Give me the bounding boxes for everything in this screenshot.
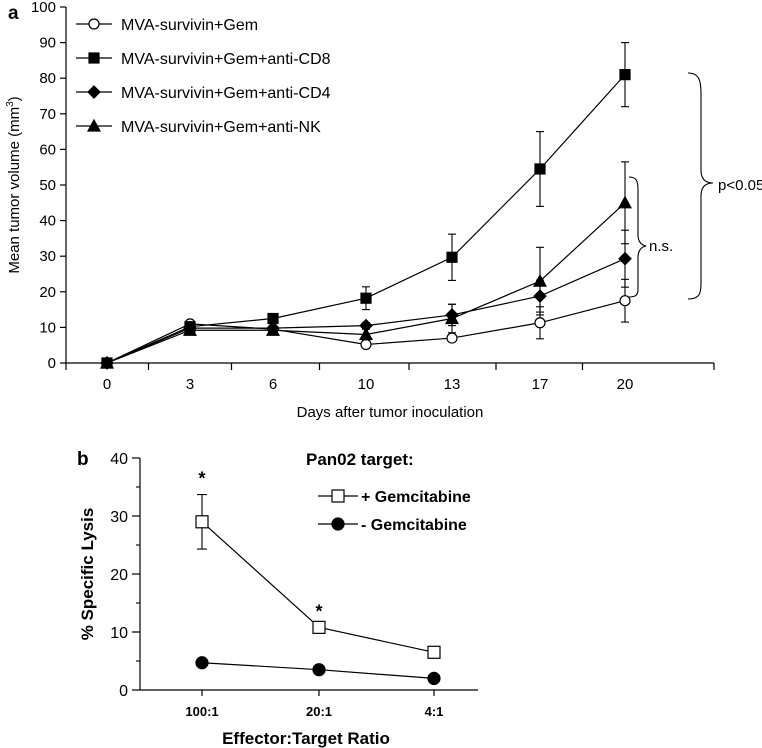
x-tick-label: 6 <box>269 376 277 393</box>
data-point <box>427 671 441 686</box>
panel-b-y-axis-label: % Specific Lysis <box>78 508 97 641</box>
y-tick-label: 40 <box>110 451 128 468</box>
data-point <box>444 311 460 325</box>
legend-marker <box>331 517 345 531</box>
panel-b-y-ticks: 0 10 20 30 40 <box>110 451 140 700</box>
legend-marker <box>87 85 101 99</box>
legend-marker <box>88 52 100 64</box>
data-point <box>312 663 326 677</box>
panel-b-annotations: ** <box>198 469 322 622</box>
panel-a-y-axis-label: Mean tumor volume (mm3) <box>5 96 23 273</box>
p-value-annotation: p<0.05 <box>718 177 762 194</box>
y-tick-label: 10 <box>39 319 56 336</box>
data-point <box>446 251 458 263</box>
legend-item: MVA-survivin+Gem+anti-CD8 <box>76 51 331 68</box>
ns-bracket <box>628 176 647 298</box>
legend-label: MVA-survivin+Gem+anti-CD8 <box>121 51 331 68</box>
data-point <box>617 195 633 209</box>
series-open-square <box>195 493 441 659</box>
x-tick-label: 0 <box>103 376 111 393</box>
y-tick-label: 0 <box>48 355 56 372</box>
p-value-bracket <box>687 72 714 300</box>
legend-item: MVA-survivin+Gem <box>76 17 258 34</box>
panel-b-label: b <box>77 449 89 470</box>
y-tick-label: 90 <box>39 35 56 52</box>
x-tick-label: 17 <box>532 376 549 393</box>
data-point <box>265 322 281 336</box>
panel-b: b 0 10 20 30 40 100:1 20:1 4:1 Effector:Target… <box>77 449 478 748</box>
y-tick-label: 60 <box>39 141 56 158</box>
data-point <box>619 295 631 307</box>
panel-b-series <box>195 493 441 686</box>
significance-asterisk: * <box>315 601 322 621</box>
y-tick-label: 10 <box>110 625 128 642</box>
data-point <box>427 645 441 659</box>
legend-item: - Gemcitabine <box>318 517 467 534</box>
data-point <box>195 515 209 529</box>
y-tick-label: 50 <box>39 177 56 194</box>
legend-item: MVA-survivin+Gem+anti-NK <box>76 118 321 136</box>
series-filled-circle <box>195 656 441 686</box>
panel-a-y-axis-label-text: Mean tumor volume (mm <box>6 107 23 274</box>
panel-b-x-axis-label: Effector:Target Ratio <box>222 729 390 748</box>
panel-b-legend-title: Pan02 target: <box>306 450 414 469</box>
data-point <box>360 292 372 304</box>
y-tick-label: 30 <box>39 248 56 265</box>
x-tick-label: 3 <box>186 376 194 393</box>
legend-marker <box>88 18 100 30</box>
panel-a-label: a <box>8 3 19 24</box>
data-point <box>195 656 209 670</box>
data-point <box>618 251 632 266</box>
data-point <box>619 69 631 81</box>
y-tick-label: 40 <box>39 213 56 230</box>
legend-item: + Gemcitabine <box>318 489 471 506</box>
panel-a-legend: MVA-survivin+Gem MVA-survivin+Gem+anti-CD… <box>76 17 331 136</box>
data-point <box>312 620 326 634</box>
data-point <box>360 338 372 351</box>
y-tick-label: 0 <box>119 683 128 700</box>
legend-label: MVA-survivin+Gem <box>121 17 258 34</box>
panel-a-series <box>99 42 633 370</box>
legend-marker <box>331 489 345 503</box>
y-tick-label: 20 <box>39 284 56 301</box>
panel-a: a 0 10 20 30 40 50 60 70 80 90 100 0 3 6 10 13 17 20 Day… <box>5 0 762 421</box>
legend-label: + Gemcitabine <box>361 489 471 506</box>
x-tick-label: 13 <box>444 376 461 393</box>
data-point <box>182 322 198 336</box>
panel-a-y-axis-label-close: ) <box>6 96 23 101</box>
series-filled-triangle <box>99 161 633 369</box>
y-tick-label: 30 <box>110 509 128 526</box>
significance-asterisk: * <box>198 469 205 489</box>
data-point <box>446 332 458 344</box>
y-tick-label: 70 <box>39 106 56 123</box>
data-point <box>532 273 548 287</box>
y-tick-label: 80 <box>39 70 56 87</box>
y-tick-label: 100 <box>31 0 56 16</box>
data-point <box>534 317 546 329</box>
x-tick-label: 20:1 <box>306 704 332 719</box>
panel-a-y-axis-label-superscript: 3 <box>5 101 16 107</box>
legend-marker <box>86 118 102 132</box>
panel-b-x-ticks: 100:1 20:1 4:1 <box>185 690 443 719</box>
legend-item: MVA-survivin+Gem+anti-CD4 <box>76 85 331 102</box>
x-tick-label: 10 <box>358 376 375 393</box>
panel-a-x-axis-label: Days after tumor inoculation <box>297 404 484 421</box>
x-tick-label: 100:1 <box>185 704 218 719</box>
data-point <box>358 327 374 341</box>
x-tick-label: 4:1 <box>425 704 444 719</box>
data-point <box>534 163 546 175</box>
ns-annotation: n.s. <box>649 238 673 255</box>
legend-label: MVA-survivin+Gem+anti-NK <box>121 119 321 136</box>
x-tick-label: 20 <box>617 376 634 393</box>
legend-label: MVA-survivin+Gem+anti-CD4 <box>121 85 331 102</box>
y-tick-label: 20 <box>110 567 128 584</box>
panel-b-legend: + Gemcitabine - Gemcitabine <box>318 489 471 534</box>
legend-label: - Gemcitabine <box>361 517 467 534</box>
panel-a-y-ticks: 0 10 20 30 40 50 60 70 80 90 100 <box>31 0 66 372</box>
data-point <box>99 355 115 369</box>
panel-a-x-ticks: 0 3 6 10 13 17 20 <box>65 363 715 393</box>
